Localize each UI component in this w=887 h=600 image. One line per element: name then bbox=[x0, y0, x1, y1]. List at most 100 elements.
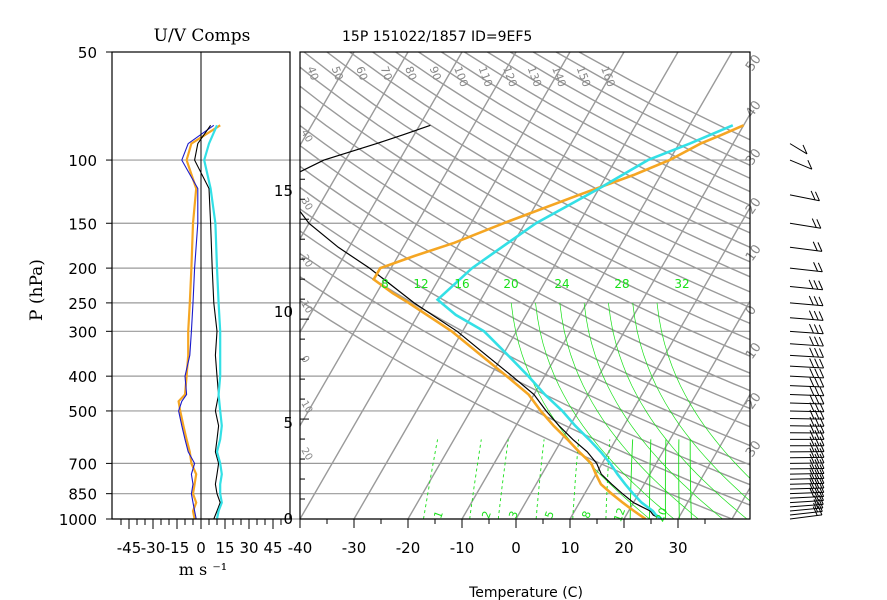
barb-staff bbox=[789, 159, 813, 170]
barb-staff bbox=[789, 267, 823, 273]
left-label: 20 bbox=[298, 446, 314, 463]
barb-flag bbox=[809, 323, 814, 334]
barb-flag bbox=[808, 310, 814, 320]
theta-label: 120 bbox=[500, 65, 519, 89]
barb-flag bbox=[817, 505, 823, 516]
moist-adiabat bbox=[535, 302, 675, 519]
barb-staff bbox=[789, 394, 824, 397]
barb-flag bbox=[819, 423, 825, 434]
barb-flag bbox=[819, 459, 825, 469]
dry-adiabat bbox=[300, 66, 750, 325]
isotherm bbox=[0, 52, 138, 519]
barb-flag bbox=[814, 394, 820, 405]
barb-staff bbox=[789, 402, 824, 405]
temperature-tick-label: -10 bbox=[450, 539, 475, 557]
barb-staff bbox=[789, 503, 824, 508]
uv-series bbox=[177, 124, 223, 519]
barb-flag bbox=[814, 358, 820, 368]
isotherm bbox=[623, 299, 750, 519]
barb-flag bbox=[819, 464, 825, 474]
barb-flag bbox=[809, 347, 815, 358]
barb-staff bbox=[789, 510, 823, 516]
y-tick-label: 150 bbox=[68, 215, 97, 233]
temperature-tick-label: -30 bbox=[342, 539, 367, 557]
barb-flag bbox=[814, 453, 820, 464]
barb-flag bbox=[809, 358, 815, 368]
dry-adiabat bbox=[300, 85, 750, 341]
right-label: 10 bbox=[743, 340, 765, 362]
mixing-ratio-bottom-label: 20 bbox=[653, 506, 670, 524]
dry-adiabat bbox=[300, 252, 750, 486]
mixing-ratio-label: 32 bbox=[674, 277, 689, 291]
dry-adiabat bbox=[300, 208, 750, 447]
barb-staff bbox=[789, 365, 824, 369]
barb-flag bbox=[809, 368, 815, 378]
y-tick-label: 850 bbox=[68, 486, 97, 504]
barb-flag bbox=[818, 280, 824, 290]
barb-staff bbox=[789, 343, 824, 347]
height-tick-label: 5 bbox=[283, 414, 293, 432]
uv-yticks: 50 100 150 200 250 300 400 500 700 850 1000 bbox=[59, 44, 112, 529]
barb-flag bbox=[814, 386, 820, 396]
theta-label: 150 bbox=[574, 65, 593, 89]
uv-xticks: -45 -30 -15 0 15 30 45 bbox=[117, 519, 283, 557]
mixing-ratio-label: 8 bbox=[381, 277, 389, 291]
barb-staff bbox=[789, 473, 824, 475]
left-label: 20 bbox=[298, 253, 314, 270]
right-label: 30 bbox=[743, 438, 765, 460]
barb-flag bbox=[819, 436, 825, 446]
barb-flag bbox=[814, 464, 820, 474]
isotherm bbox=[300, 52, 301, 54]
barb-flag bbox=[814, 191, 820, 201]
barb-flag bbox=[814, 436, 820, 446]
wind-barbs bbox=[789, 143, 825, 520]
mixing-ratio-line bbox=[678, 439, 680, 519]
barb-flag bbox=[809, 386, 815, 396]
isotherm bbox=[677, 393, 750, 519]
theta-label: 80 bbox=[402, 65, 419, 83]
dry-adiabat bbox=[303, 52, 750, 309]
barb-flag bbox=[817, 242, 823, 252]
isotherm bbox=[569, 206, 750, 519]
theta-label: 140 bbox=[549, 65, 568, 89]
barb-flag bbox=[814, 459, 820, 469]
series-v bbox=[178, 124, 215, 519]
mixing-ratio-bottom-label: 2 bbox=[479, 509, 494, 520]
profile-temperature bbox=[300, 124, 663, 519]
barb-flag bbox=[819, 442, 825, 452]
isotherm bbox=[461, 52, 733, 519]
barb-flag bbox=[809, 430, 815, 440]
height-tick-label: 0 bbox=[283, 510, 293, 528]
barb-flag bbox=[809, 423, 815, 434]
barb-flag bbox=[813, 502, 819, 513]
y-tick-label: 50 bbox=[78, 44, 97, 62]
mixing-ratio-label: 24 bbox=[554, 277, 569, 291]
barb-flag bbox=[819, 348, 824, 358]
temperature-tick-label: -40 bbox=[288, 539, 313, 557]
barb-staff bbox=[789, 285, 823, 291]
x-tick-label: 15 bbox=[215, 539, 234, 557]
temperature-tick-label: 30 bbox=[668, 539, 687, 557]
mixing-ratio-line bbox=[664, 439, 667, 519]
dry-adiabat bbox=[300, 299, 734, 519]
mixing-ratio-line bbox=[497, 439, 509, 519]
x-tick-label: 30 bbox=[239, 539, 258, 557]
left-label: 10 bbox=[298, 399, 314, 416]
series-v2 bbox=[203, 124, 223, 519]
mixing-ratio-bottom-label: 8 bbox=[579, 509, 594, 520]
theta-label: 90 bbox=[427, 65, 444, 83]
temperature-tick-label: 20 bbox=[614, 539, 633, 557]
barb-flag bbox=[814, 430, 820, 440]
barb-flag bbox=[809, 464, 815, 474]
barb-flag bbox=[814, 423, 820, 434]
main-xlabel: Temperature (C) bbox=[468, 585, 583, 600]
profile-parcel bbox=[435, 124, 734, 519]
barb-staff bbox=[789, 496, 824, 499]
temperature-ticks: -40 -30 -20 -10 0 10 20 30 bbox=[288, 519, 706, 557]
barb-flag bbox=[814, 448, 820, 458]
barb-flag bbox=[819, 453, 825, 464]
barb-flag bbox=[809, 442, 815, 452]
y-tick-label: 100 bbox=[68, 152, 97, 170]
barb-staff bbox=[789, 487, 824, 490]
